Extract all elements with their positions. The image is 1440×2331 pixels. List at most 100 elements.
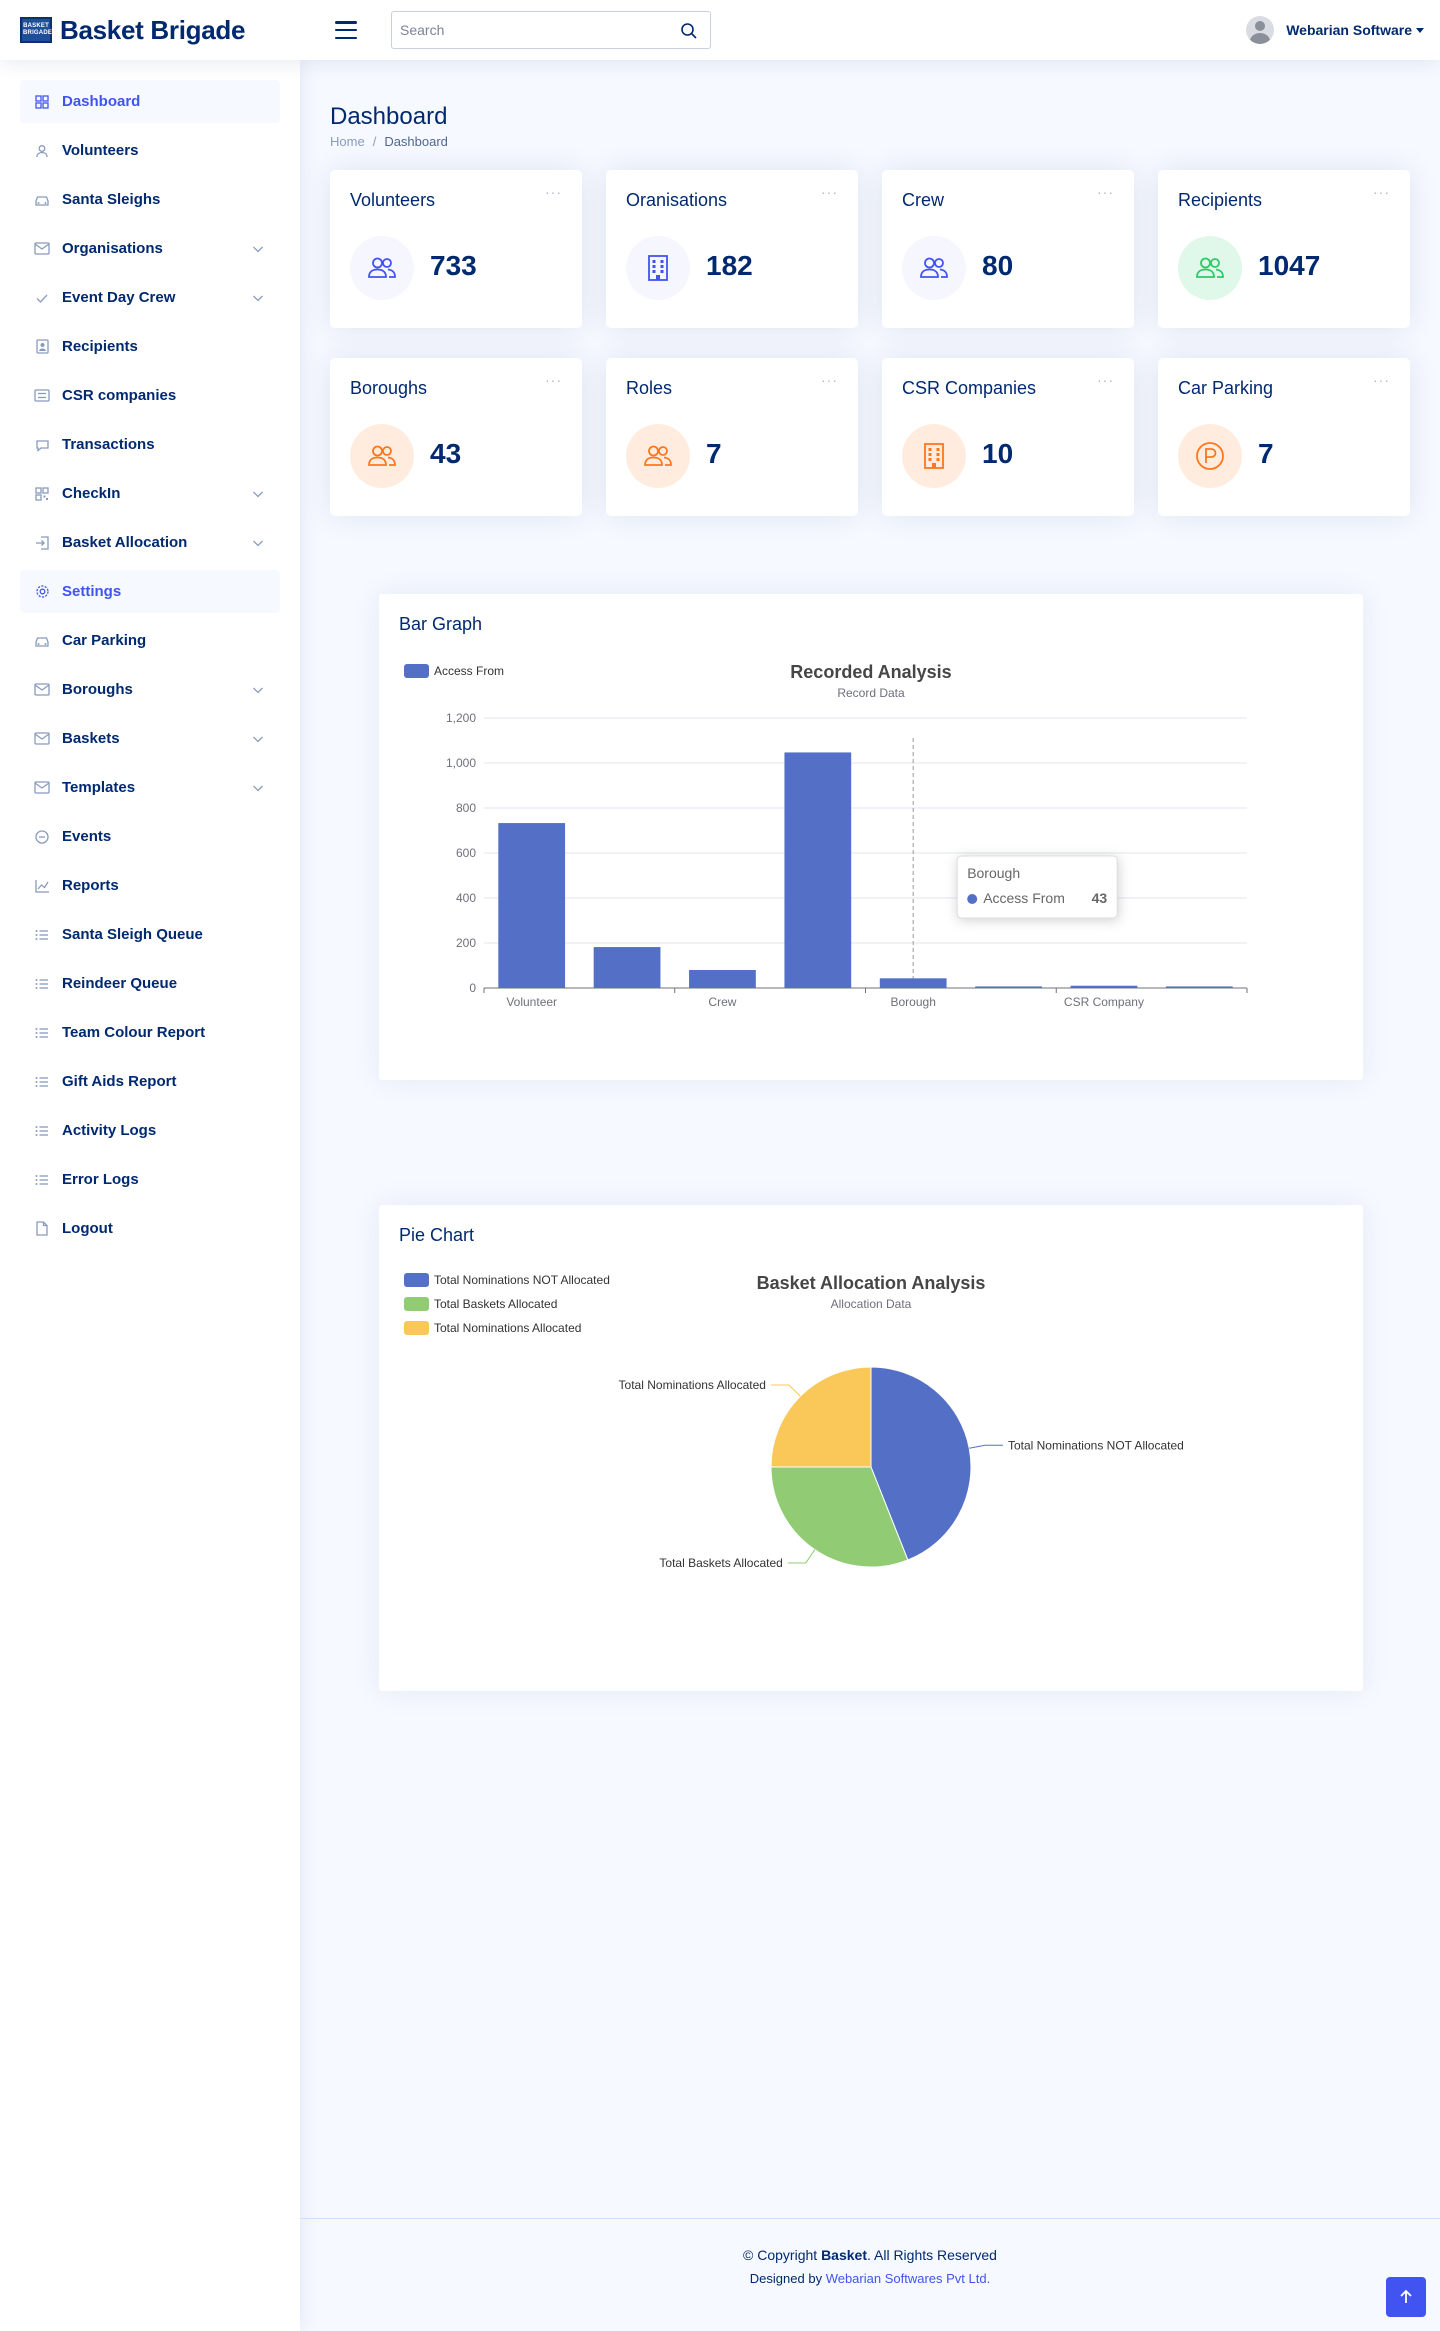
y-tick-label: 200: [456, 936, 476, 950]
stat-card-boroughs: Boroughs ··· 43: [330, 358, 582, 516]
x-tick-label: Borough: [891, 995, 936, 1009]
sidebar-item-basket-allocation[interactable]: Basket Allocation: [20, 521, 280, 564]
bar-recipients[interactable]: [784, 752, 852, 988]
sidebar-item-car-parking[interactable]: Car Parking: [20, 619, 280, 662]
back-to-top-button[interactable]: [1386, 2277, 1426, 2317]
more-options-icon[interactable]: ···: [821, 184, 838, 200]
search-icon[interactable]: [680, 22, 698, 40]
more-options-icon[interactable]: ···: [821, 372, 838, 388]
bar-csr-company[interactable]: [1070, 985, 1138, 988]
sidebar-item-label: Gift Aids Report: [62, 1073, 177, 1090]
page-title: Dashboard: [330, 103, 448, 130]
pie-chart-title: Pie Chart: [399, 1225, 475, 1245]
person-badge-icon: [34, 339, 50, 355]
car-icon: [34, 633, 50, 649]
chevron-down-icon[interactable]: [252, 487, 264, 499]
stat-card-oranisations: Oranisations ··· 182: [606, 170, 858, 328]
more-options-icon[interactable]: ···: [1373, 372, 1390, 388]
building-icon: [626, 236, 690, 300]
card-value: 733: [430, 250, 477, 281]
menu-toggle-icon[interactable]: [335, 21, 357, 39]
list-icon: [34, 1123, 50, 1139]
chevron-down-icon[interactable]: [252, 683, 264, 695]
stat-card-csr-companies: CSR Companies ··· 10: [882, 358, 1134, 516]
card-title: Roles: [626, 378, 673, 398]
chevron-down-icon[interactable]: [252, 291, 264, 303]
sidebar-item-settings[interactable]: Settings: [20, 570, 280, 613]
sidebar-item-santa-sleigh-queue[interactable]: Santa Sleigh Queue: [20, 913, 280, 956]
more-options-icon[interactable]: ···: [1097, 184, 1114, 200]
sidebar-item-team-colour-report[interactable]: Team Colour Report: [20, 1011, 280, 1054]
card-value: 10: [982, 438, 1014, 469]
bar-chart: Access From Recorded Analysis Record Data 0…: [404, 662, 1248, 1009]
sidebar-item-templates[interactable]: Templates: [20, 766, 280, 809]
more-options-icon[interactable]: ···: [545, 184, 562, 200]
more-options-icon[interactable]: ···: [545, 372, 562, 388]
bar-car-parking[interactable]: [1165, 986, 1233, 988]
breadcrumb-home[interactable]: Home: [330, 134, 365, 149]
pie-slice-total-nominations-allocated[interactable]: [770, 1366, 872, 1468]
sidebar-item-activity-logs[interactable]: Activity Logs: [20, 1109, 280, 1152]
legend-swatch[interactable]: [404, 1297, 429, 1311]
chevron-down-icon[interactable]: [252, 781, 264, 793]
bar-borough[interactable]: [879, 978, 947, 988]
chart-title: Recorded Analysis: [790, 662, 951, 682]
x-tick-label: Crew: [708, 995, 736, 1009]
sidebar-item-label: Events: [62, 828, 112, 845]
search-input[interactable]: [392, 22, 662, 38]
stat-card-crew: Crew ··· 80: [882, 170, 1134, 328]
sidebar-item-gift-aids-report[interactable]: Gift Aids Report: [20, 1060, 280, 1103]
copyright-suffix: . All Rights Reserved: [866, 2247, 997, 2263]
bar-crew[interactable]: [689, 970, 756, 988]
qr-icon: [34, 486, 50, 502]
legend-swatch[interactable]: [404, 664, 429, 678]
sidebar-item-boroughs[interactable]: Boroughs: [20, 668, 280, 711]
people-icon: [626, 424, 690, 488]
breadcrumb: Home / Dashboard: [330, 134, 448, 149]
sidebar-item-checkin[interactable]: CheckIn: [20, 472, 280, 515]
card-value: 1047: [1258, 250, 1321, 281]
chevron-down-icon[interactable]: [252, 242, 264, 254]
list-icon: [34, 927, 50, 943]
more-options-icon[interactable]: ···: [1373, 184, 1390, 200]
profile-name: Webarian Software: [1286, 22, 1412, 38]
legend-swatch[interactable]: [404, 1321, 429, 1335]
brand-logo[interactable]: BASKET BRIGADE Basket Brigade: [20, 15, 300, 46]
envelope-icon: [34, 682, 50, 698]
sidebar-item-label: CheckIn: [62, 485, 121, 502]
sidebar-item-logout[interactable]: Logout: [20, 1207, 280, 1250]
chevron-down-icon[interactable]: [252, 536, 264, 548]
sidebar-item-reports[interactable]: Reports: [20, 864, 280, 907]
tooltip-marker: [967, 894, 978, 904]
sidebar-item-transactions[interactable]: Transactions: [20, 423, 280, 466]
graph-icon: [34, 878, 50, 894]
sidebar-item-event-day-crew[interactable]: Event Day Crew: [20, 276, 280, 319]
sidebar-item-volunteers[interactable]: Volunteers: [20, 129, 280, 172]
card-value: 7: [706, 438, 722, 469]
sidebar-item-recipients[interactable]: Recipients: [20, 325, 280, 368]
legend-swatch[interactable]: [404, 1273, 429, 1287]
profile-dropdown[interactable]: Webarian Software: [1246, 16, 1424, 44]
breadcrumb-separator: /: [372, 134, 377, 149]
chevron-down-icon[interactable]: [252, 732, 264, 744]
sidebar-item-csr-companies[interactable]: CSR companies: [20, 374, 280, 417]
sidebar-item-error-logs[interactable]: Error Logs: [20, 1158, 280, 1201]
sidebar-item-organisations[interactable]: Organisations: [20, 227, 280, 270]
sidebar-item-events[interactable]: Events: [20, 815, 280, 858]
sidebar-item-label: Organisations: [62, 240, 163, 257]
sidebar-item-dashboard[interactable]: Dashboard: [20, 80, 280, 123]
bar-roles[interactable]: [975, 986, 1042, 988]
card-title: Recipients: [1178, 190, 1263, 210]
designer-link[interactable]: Webarian Softwares Pvt Ltd.: [825, 2271, 991, 2286]
sidebar-item-baskets[interactable]: Baskets: [20, 717, 280, 760]
sidebar-item-label: Santa Sleighs: [62, 191, 161, 208]
bar-oranisations[interactable]: [593, 947, 661, 988]
more-options-icon[interactable]: ···: [1097, 372, 1114, 388]
breadcrumb-current: Dashboard: [384, 134, 448, 149]
gear-icon: [34, 584, 50, 600]
bar-volunteer[interactable]: [498, 823, 566, 988]
pie-label: Total Nominations NOT Allocated: [1008, 1438, 1184, 1452]
sidebar-item-reindeer-queue[interactable]: Reindeer Queue: [20, 962, 280, 1005]
sidebar-item-label: Activity Logs: [62, 1122, 157, 1139]
sidebar-item-santa-sleighs[interactable]: Santa Sleighs: [20, 178, 280, 221]
